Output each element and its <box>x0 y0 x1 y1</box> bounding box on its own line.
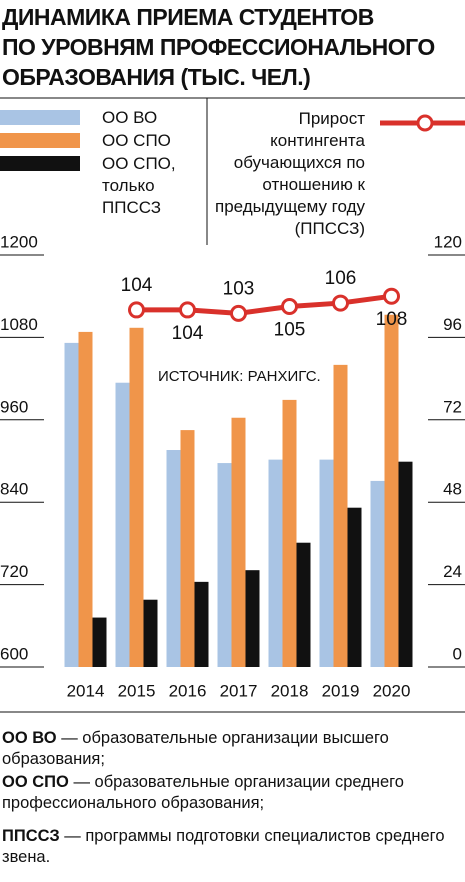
bar <box>115 382 130 667</box>
bar <box>333 364 348 667</box>
y2-tick-label: 0 <box>453 644 462 663</box>
y2-tick-label: 72 <box>443 397 462 416</box>
x-tick-label: 2014 <box>67 681 105 700</box>
data-label: 104 <box>121 275 153 296</box>
data-label: 106 <box>325 268 357 289</box>
legend-label: ОО ВО <box>102 108 158 127</box>
bar <box>92 617 107 667</box>
line <box>136 293 392 316</box>
legend-swatch <box>0 133 80 148</box>
bar <box>143 599 158 667</box>
footnote-text: — программы подготовки специалистов сред… <box>2 827 445 866</box>
bar <box>384 314 399 667</box>
legend-swatch <box>416 114 434 132</box>
data-label: 104 <box>172 323 204 344</box>
legend-label: ОО СПО <box>102 131 171 150</box>
y-tick-label: 720 <box>0 562 28 581</box>
y2-tick-label: 48 <box>443 480 462 499</box>
y-tick-label: 840 <box>0 480 28 499</box>
bar <box>217 463 232 667</box>
chart-title: ПО УРОВНЯМ ПРОФЕССИОНАЛЬНОГО <box>2 34 435 60</box>
chart-title: ДИНАМИКА ПРИЕМА СТУДЕНТОВ <box>2 4 374 30</box>
bar <box>319 459 334 667</box>
footnote-term: ОО ВО <box>2 729 57 747</box>
data-label: 105 <box>274 320 306 341</box>
footnote-text: — образовательные организации среднего п… <box>2 773 404 812</box>
footnote: ОО ВО — образовательные организации высш… <box>2 728 462 770</box>
y-tick-label: 960 <box>0 397 28 416</box>
bar <box>347 507 362 667</box>
footnote: ППССЗ — программы подготовки специалисто… <box>2 826 462 868</box>
chart-title: ОБРАЗОВАНИЯ (ТЫС. ЧЕЛ.) <box>2 64 311 90</box>
bar <box>129 327 144 667</box>
bar <box>398 461 413 667</box>
line-marker <box>230 304 247 322</box>
line-marker <box>383 287 400 305</box>
footnote: ОО СПО — образовательные организации сре… <box>2 772 462 814</box>
y2-tick-label: 96 <box>443 315 462 334</box>
line-marker <box>128 301 145 319</box>
x-tick-label: 2020 <box>373 681 411 700</box>
annotation: ИСТОЧНИК: РАНХИГС. <box>158 368 321 385</box>
legend-swatch <box>0 110 80 125</box>
bar <box>268 459 283 667</box>
y-tick-label: 1080 <box>0 315 38 334</box>
legend-label: Прирост контингента обучающихся по отнош… <box>215 109 365 238</box>
bar <box>370 480 385 667</box>
x-tick-label: 2015 <box>118 681 156 700</box>
footnote-term: ППССЗ <box>2 827 60 845</box>
bar <box>296 542 311 667</box>
line-marker <box>281 298 298 315</box>
data-label: 108 <box>376 309 408 330</box>
data-label: 103 <box>223 278 255 299</box>
bar <box>231 417 246 667</box>
bar <box>282 399 297 667</box>
bar <box>180 430 195 667</box>
x-tick-label: 2016 <box>169 681 207 700</box>
legend-label: ОО СПО, только ППССЗ <box>102 154 176 217</box>
y-tick-label: 1200 <box>0 232 38 251</box>
bar <box>166 450 181 667</box>
legend-swatch <box>0 156 80 171</box>
bar <box>245 570 260 667</box>
x-tick-label: 2019 <box>322 681 360 700</box>
x-tick-label: 2018 <box>271 681 309 700</box>
bar <box>194 581 209 667</box>
bar <box>78 331 93 667</box>
footnote-term: ОО СПО <box>2 773 69 791</box>
line-marker <box>179 301 196 319</box>
y2-tick-label: 120 <box>434 232 462 251</box>
y-tick-label: 600 <box>0 644 28 663</box>
footnote-text: — образовательные организации высшего об… <box>2 729 389 768</box>
y2-tick-label: 24 <box>443 562 462 581</box>
bar <box>64 342 79 667</box>
line-marker <box>332 294 349 312</box>
x-tick-label: 2017 <box>220 681 258 700</box>
